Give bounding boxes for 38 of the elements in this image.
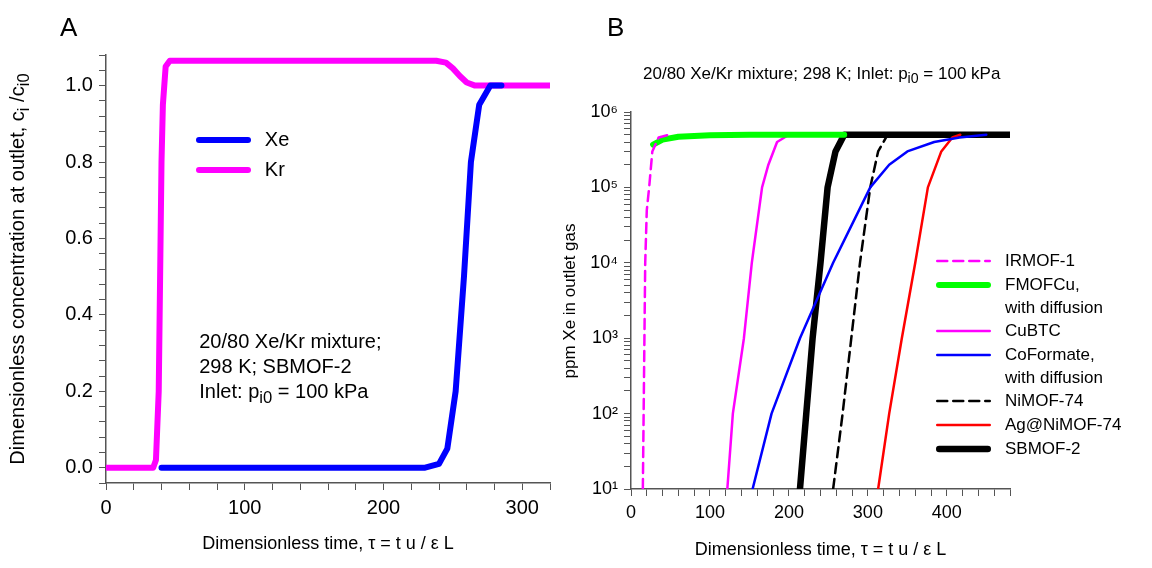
y-tick-label: 0.8 — [65, 149, 93, 172]
y-tick-label: 0.2 — [65, 378, 93, 401]
line-series — [641, 133, 671, 489]
x-axis-title: Dimensionless time, τ = t u / ε L — [694, 539, 947, 560]
y-axis-title: ppm Xe in outlet gas — [560, 223, 580, 378]
legend-label: FMOFCu, with diffusion — [1005, 274, 1103, 319]
y-tick-label: 0.6 — [65, 225, 93, 248]
legend-label: IRMOF-1 — [1005, 250, 1075, 272]
legend-label: SBMOF-2 — [1005, 438, 1081, 460]
legend-label: NiMOF-74 — [1005, 390, 1084, 412]
legend-label: CoFormate, with diffusion — [1005, 344, 1103, 389]
y-tick-label: 10⁶ — [590, 100, 618, 121]
chart-title: A — [60, 12, 78, 43]
x-tick-label: 100 — [228, 495, 262, 518]
x-tick-label: 300 — [852, 501, 883, 522]
y-tick-label: 1.0 — [65, 73, 93, 96]
legend-label: Kr — [264, 157, 285, 181]
x-tick-label: 100 — [694, 501, 725, 522]
x-tick-label: 300 — [505, 495, 539, 518]
y-tick-label: 10¹ — [591, 477, 619, 498]
y-tick-label: 10³ — [591, 327, 619, 348]
y-tick-label: 10⁴ — [590, 251, 618, 272]
chart-subtitle: 20/80 Xe/Kr mixture; 298 K; Inlet: p$_{i0}$ = 100 kPa — [643, 64, 1001, 87]
y-tick-label: 10² — [591, 402, 619, 423]
y-tick-label: 10⁵ — [590, 176, 618, 197]
y-tick-label: 0.0 — [65, 455, 93, 478]
x-tick-label: 0 — [100, 495, 112, 518]
legend-label: CuBTC — [1005, 320, 1061, 342]
y-tick-label: 0.4 — [65, 302, 93, 325]
chart-title: B — [607, 12, 625, 43]
x-tick-label: 0 — [625, 501, 637, 522]
x-tick-label: 400 — [931, 501, 962, 522]
x-axis-title: Dimensionless time, τ = t u / ε L — [202, 533, 454, 554]
x-tick-label: 200 — [366, 495, 401, 518]
legend-label: Xe — [264, 127, 290, 151]
annotation: 20/80 Xe/Kr mixture; 298 K; SBMOF-2 Inlet: p$_{i0}$ = 100 kPa — [199, 328, 382, 409]
x-tick-label: 200 — [773, 501, 804, 522]
legend-label: Ag@NiMOF-74 — [1005, 414, 1122, 436]
